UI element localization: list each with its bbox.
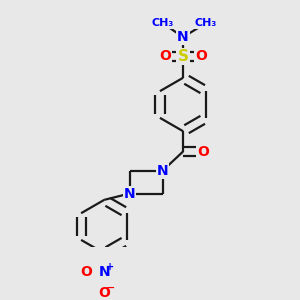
Text: +: + (106, 262, 114, 272)
Text: CH₃: CH₃ (195, 18, 217, 28)
Text: O: O (159, 49, 171, 63)
Text: O: O (80, 265, 92, 279)
Text: N: N (177, 30, 189, 44)
Text: −: − (106, 283, 115, 292)
Text: CH₃: CH₃ (152, 18, 174, 28)
Text: N: N (157, 164, 169, 178)
Text: S: S (178, 49, 189, 64)
Text: O: O (195, 49, 207, 63)
Text: O: O (197, 145, 209, 158)
Text: N: N (124, 187, 136, 200)
Text: O: O (98, 286, 110, 300)
Text: N: N (98, 265, 110, 279)
